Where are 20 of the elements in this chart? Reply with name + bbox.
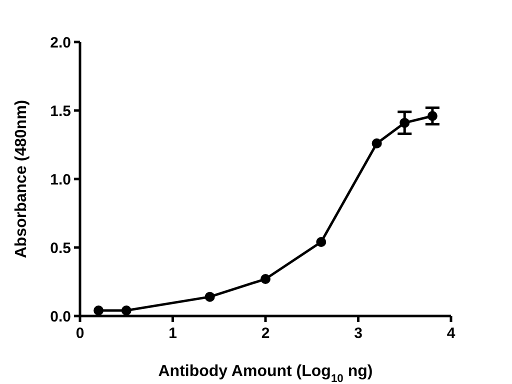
point xyxy=(372,138,382,148)
x-tick-label: 4 xyxy=(446,325,456,342)
y-tick-label: 1.0 xyxy=(50,171,71,188)
point xyxy=(316,237,326,248)
x-tick-label: 0 xyxy=(76,325,84,342)
x-axis-title: Antibody Amount (Log$_{10}$ ng) xyxy=(158,363,373,384)
point xyxy=(204,292,215,302)
y-tick-label: 0.5 xyxy=(50,240,71,257)
point xyxy=(427,110,438,121)
x-tick-label: 1 xyxy=(168,325,177,342)
y-axis-title: Absorbance (480nm) xyxy=(13,100,30,258)
x-tick-label: 2 xyxy=(261,325,270,342)
y-tick-label: 2.0 xyxy=(50,34,71,52)
point xyxy=(400,118,410,128)
y-tick-label: 0.0 xyxy=(50,308,71,326)
point xyxy=(94,306,104,316)
point xyxy=(260,274,270,284)
point xyxy=(121,306,132,316)
y-tick-label: 1.5 xyxy=(50,102,71,120)
x-tick-label: 3 xyxy=(354,325,362,342)
